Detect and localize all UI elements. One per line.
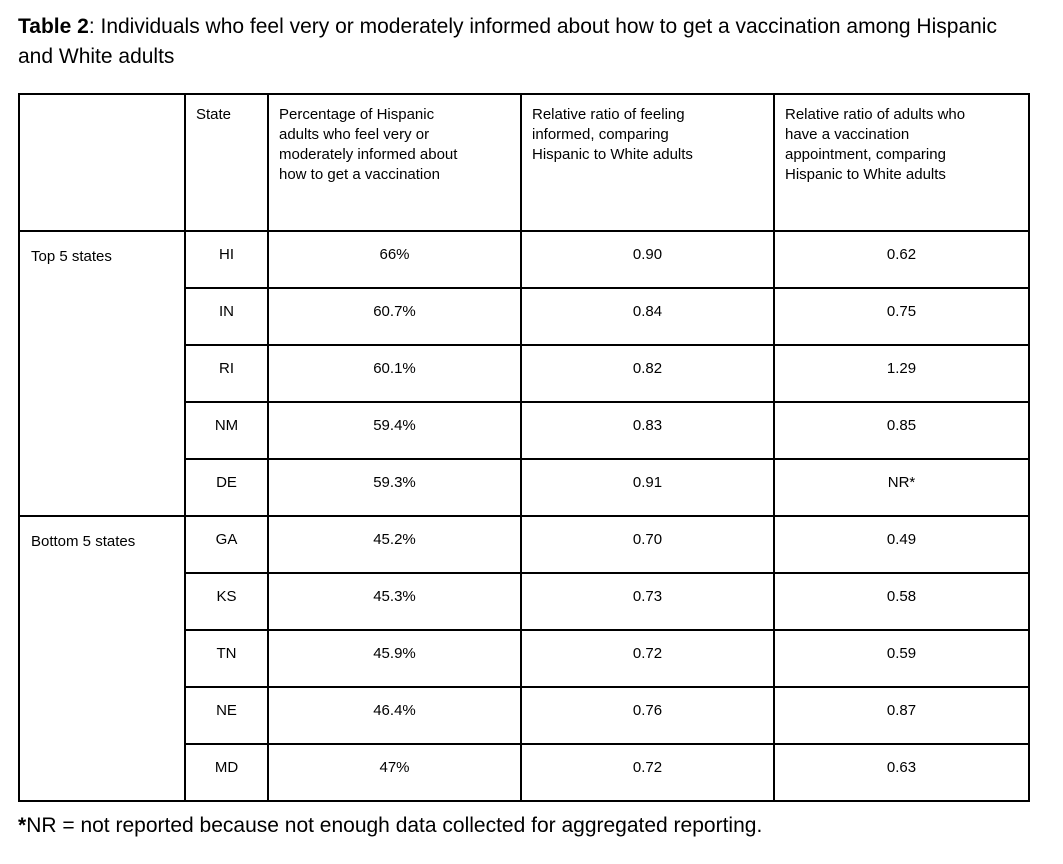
- header-cell-percentage-informed: Percentage of Hispanic adults who feel v…: [267, 93, 522, 232]
- document-page: Table 2: Individuals who feel very or mo…: [18, 12, 1045, 840]
- state-cell: IN: [184, 287, 269, 346]
- state-cell: MD: [184, 743, 269, 802]
- ratio-appointment-cell: 0.85: [773, 401, 1030, 460]
- ratio-appointment-cell: 0.63: [773, 743, 1030, 802]
- header-cell-ratio-appointment: Relative ratio of adults who have a vacc…: [773, 93, 1030, 232]
- state-cell: NM: [184, 401, 269, 460]
- state-cell: RI: [184, 344, 269, 403]
- percentage-cell: 45.3%: [267, 572, 522, 631]
- ratio-informed-cell: 0.83: [520, 401, 775, 460]
- footnote-text: NR = not reported because not enough dat…: [26, 814, 763, 837]
- footnote-asterisk: *: [18, 814, 27, 837]
- state-cell: GA: [184, 515, 269, 574]
- header-cell-empty: [18, 93, 186, 232]
- ratio-appointment-cell: 1.29: [773, 344, 1030, 403]
- footnote: *NR = not reported because not enough da…: [18, 812, 1045, 840]
- percentage-cell: 45.2%: [267, 515, 522, 574]
- data-table: State Percentage of Hispanic adults who …: [18, 93, 1030, 802]
- percentage-cell: 59.3%: [267, 458, 522, 517]
- ratio-appointment-cell: 0.59: [773, 629, 1030, 688]
- ratio-informed-cell: 0.91: [520, 458, 775, 517]
- table-row: MD 47% 0.72 0.63: [19, 743, 1030, 802]
- table-row: NE 46.4% 0.76 0.87: [19, 686, 1030, 745]
- table-row: Bottom 5 states GA 45.2% 0.70 0.49: [18, 515, 1030, 802]
- ratio-appointment-cell: 0.58: [773, 572, 1030, 631]
- ratio-appointment-cell: 0.62: [773, 230, 1030, 289]
- state-cell: DE: [184, 458, 269, 517]
- table-row: TN 45.9% 0.72 0.59: [19, 629, 1030, 688]
- header-cell-ratio-informed: Relative ratio of feeling informed, comp…: [520, 93, 775, 232]
- ratio-appointment-cell: 0.87: [773, 686, 1030, 745]
- header-ratio-informed-text: Relative ratio of feeling informed, comp…: [532, 106, 693, 163]
- header-ratio-appointment-text: Relative ratio of adults who have a vacc…: [785, 106, 966, 183]
- ratio-informed-cell: 0.76: [520, 686, 775, 745]
- percentage-cell: 60.1%: [267, 344, 522, 403]
- group-cell-bottom-5-states: Bottom 5 states: [18, 515, 186, 802]
- ratio-informed-cell: 0.84: [520, 287, 775, 346]
- percentage-cell: 66%: [267, 230, 522, 289]
- ratio-informed-cell: 0.90: [520, 230, 775, 289]
- ratio-appointment-cell: 0.75: [773, 287, 1030, 346]
- percentage-cell: 60.7%: [267, 287, 522, 346]
- ratio-informed-cell: 0.70: [520, 515, 775, 574]
- table-row: DE 59.3% 0.91 NR*: [19, 458, 1030, 517]
- percentage-cell: 45.9%: [267, 629, 522, 688]
- state-cell: HI: [184, 230, 269, 289]
- ratio-informed-cell: 0.73: [520, 572, 775, 631]
- table-row: NM 59.4% 0.83 0.85: [19, 401, 1030, 460]
- percentage-cell: 59.4%: [267, 401, 522, 460]
- state-cell: TN: [184, 629, 269, 688]
- state-cell: NE: [184, 686, 269, 745]
- percentage-cell: 47%: [267, 743, 522, 802]
- table-row: RI 60.1% 0.82 1.29: [19, 344, 1030, 403]
- percentage-cell: 46.4%: [267, 686, 522, 745]
- ratio-informed-cell: 0.82: [520, 344, 775, 403]
- ratio-informed-cell: 0.72: [520, 629, 775, 688]
- header-row: State Percentage of Hispanic adults who …: [18, 93, 1030, 232]
- header-percentage-text: Percentage of Hispanic adults who feel v…: [279, 106, 458, 183]
- table-row: IN 60.7% 0.84 0.75: [19, 287, 1030, 346]
- table-row: Top 5 states HI 66% 0.90 0.62: [18, 230, 1030, 517]
- group-cell-top-5-states: Top 5 states: [18, 230, 186, 517]
- state-cell: KS: [184, 572, 269, 631]
- header-state-text: State: [196, 106, 232, 123]
- ratio-appointment-cell: NR*: [773, 458, 1030, 517]
- table-row: KS 45.3% 0.73 0.58: [19, 572, 1030, 631]
- table-number-label: Table 2: [18, 15, 89, 38]
- page-title: Table 2: Individuals who feel very or mo…: [18, 12, 1028, 72]
- header-cell-state: State: [184, 93, 269, 232]
- ratio-informed-cell: 0.72: [520, 743, 775, 802]
- ratio-appointment-cell: 0.49: [773, 515, 1030, 574]
- table-title-text: : Individuals who feel very or moderatel…: [18, 15, 997, 68]
